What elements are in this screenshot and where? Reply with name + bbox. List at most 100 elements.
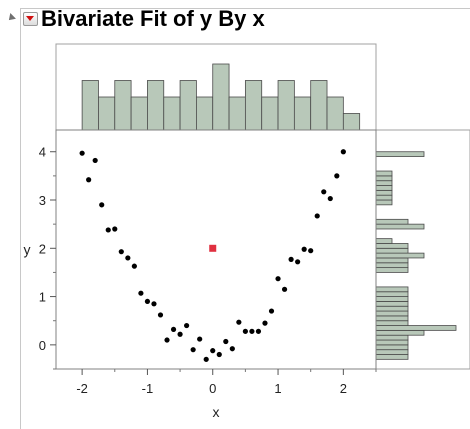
data-point bbox=[144, 298, 151, 305]
data-point bbox=[203, 356, 209, 362]
x-histogram-bar bbox=[228, 96, 246, 131]
data-point bbox=[249, 328, 255, 334]
y-histogram-bar bbox=[375, 243, 409, 249]
data-point bbox=[216, 351, 222, 358]
y-histogram-bar bbox=[375, 238, 393, 244]
data-point bbox=[223, 338, 229, 345]
data-point bbox=[236, 319, 242, 325]
data-point bbox=[79, 150, 85, 156]
data-point bbox=[131, 263, 137, 269]
y-histogram-bar bbox=[375, 305, 409, 312]
y-histogram-bar bbox=[375, 180, 393, 186]
y-histogram-bar bbox=[375, 262, 409, 269]
y-histogram-bar bbox=[375, 315, 409, 322]
data-point bbox=[170, 326, 177, 333]
data-point bbox=[190, 347, 196, 353]
x-histogram-bar bbox=[114, 80, 132, 131]
y-histogram-bar bbox=[375, 329, 425, 336]
x-histogram bbox=[55, 43, 377, 131]
x-histogram-bar bbox=[244, 80, 263, 131]
x-histogram-bar bbox=[277, 80, 295, 131]
y-histogram-bar bbox=[375, 296, 409, 302]
y-histogram-bar bbox=[375, 339, 409, 346]
data-point bbox=[118, 249, 124, 255]
highlighted-data-point bbox=[209, 244, 217, 252]
y-histogram-bar bbox=[375, 252, 425, 259]
report-panel-frame bbox=[20, 8, 470, 429]
y-tick-label: 2 bbox=[39, 241, 46, 256]
y-tick-label: 3 bbox=[39, 193, 46, 208]
data-point bbox=[268, 308, 275, 314]
data-point bbox=[334, 173, 340, 179]
x-histogram-bar bbox=[342, 113, 361, 131]
data-point bbox=[105, 227, 111, 233]
y-histogram-bar bbox=[375, 194, 393, 201]
y-histogram-bar bbox=[375, 344, 409, 351]
data-point bbox=[99, 202, 105, 208]
y-histogram-bar bbox=[375, 267, 409, 273]
y-histogram-bar bbox=[375, 320, 409, 326]
x-axis-title: x bbox=[213, 404, 220, 420]
x-histogram-bar bbox=[310, 80, 328, 131]
x-histogram-bar bbox=[147, 80, 165, 131]
x-histogram-bar bbox=[196, 96, 214, 131]
red-triangle-menu-button[interactable] bbox=[23, 12, 38, 26]
data-point bbox=[295, 259, 301, 265]
data-point bbox=[288, 256, 294, 262]
y-histogram-bar bbox=[375, 223, 425, 230]
data-point bbox=[314, 213, 320, 219]
data-point bbox=[112, 226, 118, 232]
x-tick-label: -2 bbox=[76, 381, 88, 396]
x-tick-label: 2 bbox=[340, 381, 347, 396]
y-histogram-bar bbox=[375, 189, 393, 196]
y-histogram-bar bbox=[375, 218, 409, 225]
x-histogram-bar bbox=[98, 96, 116, 131]
y-histogram-bar bbox=[375, 175, 393, 182]
data-point bbox=[125, 255, 131, 261]
y-histogram-bar bbox=[375, 199, 393, 206]
data-point bbox=[275, 276, 281, 282]
x-histogram-bar bbox=[293, 96, 312, 131]
y-tick-label: 4 bbox=[39, 145, 46, 160]
axes: -2 -1 0 1 2 0 1 2 3 4 bbox=[39, 145, 377, 396]
y-histogram-bar bbox=[375, 151, 425, 157]
report-title: Bivariate Fit of y By x bbox=[41, 6, 265, 31]
scatter-plot bbox=[55, 129, 377, 370]
y-tick-label: 0 bbox=[39, 338, 46, 353]
data-point bbox=[229, 346, 235, 352]
data-point bbox=[92, 157, 98, 164]
data-point bbox=[184, 322, 190, 329]
data-point bbox=[164, 337, 170, 343]
y-tick-label: 1 bbox=[39, 290, 46, 305]
y-histogram-bar bbox=[375, 310, 409, 317]
data-point bbox=[321, 189, 327, 195]
x-histogram-bar bbox=[326, 96, 344, 131]
y-histogram-bar bbox=[375, 325, 457, 331]
x-histogram-bar bbox=[212, 63, 230, 131]
data-point bbox=[327, 195, 333, 202]
data-point bbox=[86, 177, 92, 183]
data-point bbox=[138, 290, 144, 296]
y-histogram-bar bbox=[375, 286, 409, 293]
y-histogram-bar bbox=[375, 354, 409, 360]
x-tick-label: -1 bbox=[142, 381, 154, 396]
data-point bbox=[210, 348, 216, 354]
y-histogram-bar bbox=[375, 301, 409, 307]
report-header: Bivariate Fit of y By x bbox=[0, 0, 470, 34]
y-histogram bbox=[375, 129, 470, 370]
y-histogram-bar bbox=[375, 291, 409, 297]
y-histogram-bar bbox=[375, 257, 409, 264]
x-histogram-bar bbox=[130, 96, 148, 131]
data-point bbox=[177, 331, 183, 337]
y-histogram-bar bbox=[375, 247, 409, 254]
x-tick-label: 1 bbox=[274, 381, 281, 396]
x-histogram-bar bbox=[81, 80, 99, 131]
data-point bbox=[242, 328, 248, 334]
data-point bbox=[281, 286, 288, 292]
red-triangle-menu-icon bbox=[26, 16, 34, 21]
data-point bbox=[255, 328, 262, 334]
data-point bbox=[157, 312, 164, 318]
x-histogram-bar bbox=[179, 80, 197, 131]
x-tick-label: 0 bbox=[209, 381, 216, 396]
